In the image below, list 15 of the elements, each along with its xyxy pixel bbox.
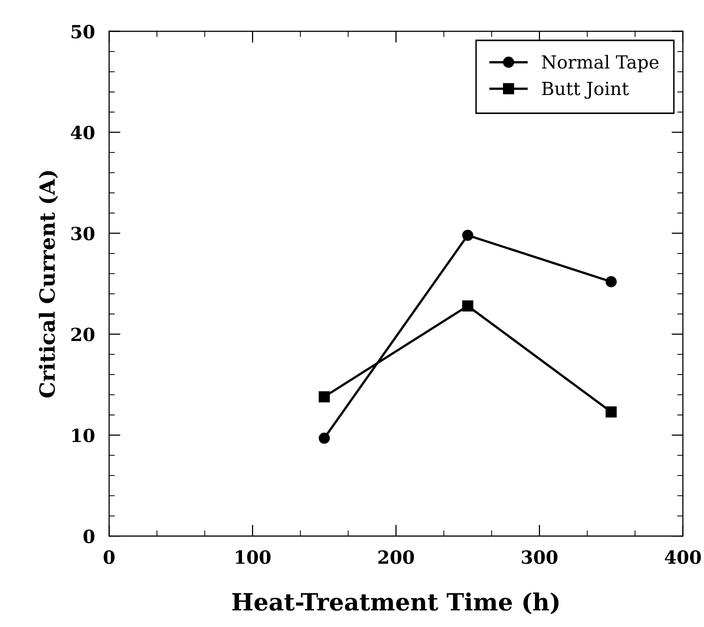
y-tick-label: 50: [72, 24, 94, 38]
y-tick-label: 0: [84, 530, 94, 544]
x-tick-label: 0: [104, 550, 115, 564]
y-tick-label: 40: [70, 126, 94, 140]
legend-label: Butt Joint: [542, 82, 629, 99]
y-tick-label: 10: [72, 428, 94, 442]
x-tick-label: 100: [236, 550, 271, 564]
y-tick-label: 30: [71, 226, 94, 240]
x-axis-title: Heat-Treatment Time (h): [232, 592, 559, 614]
x-tick-label: 400: [664, 550, 701, 564]
x-tick-label: 300: [522, 550, 558, 564]
y-axis-title: Critical Current (A): [38, 171, 58, 398]
legend-label: Normal Tape: [542, 54, 659, 72]
x-tick-label: 200: [378, 550, 414, 564]
y-tick-label: 20: [71, 328, 94, 342]
